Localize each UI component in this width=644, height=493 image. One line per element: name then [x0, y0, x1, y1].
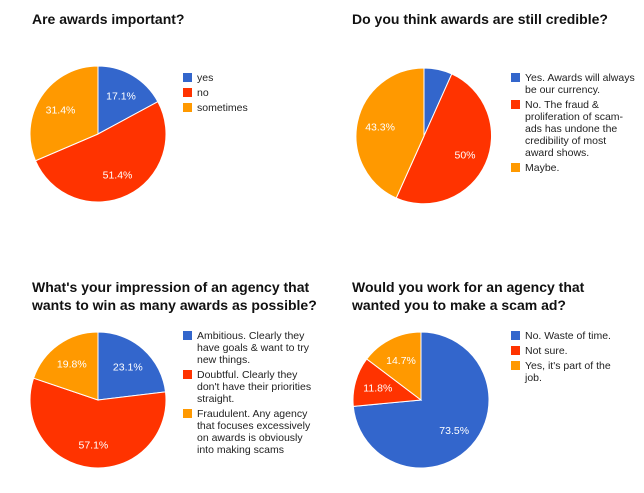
pie-slice: [97, 331, 167, 401]
legend-label: Maybe.: [525, 162, 560, 174]
pie-slice: [32, 331, 99, 401]
legend-swatch: [511, 163, 520, 172]
legend-item: yes: [183, 72, 313, 84]
slice-data-label: 31.4%: [46, 104, 76, 116]
legend-label: Ambitious. Clearly they have goals & wan…: [197, 330, 310, 366]
chart-panel-2: Do you think awards are still credible? …: [322, 0, 644, 246]
chart-title: Do you think awards are still credible?: [352, 11, 608, 27]
legend-swatch: [511, 100, 520, 109]
pie-chart: 73.5% 11.8% 14.7%: [352, 331, 490, 469]
legend-item: Fraudulent. Any agency that focuses exce…: [183, 408, 318, 456]
slice-data-label: 57.1%: [79, 440, 109, 452]
legend-swatch: [511, 73, 520, 82]
chart-panel-1: Are awards important? 17.1% 51.4% 31.4% ye…: [0, 0, 322, 246]
legend-label: No. Waste of time.: [525, 330, 611, 342]
legend-swatch: [183, 409, 192, 418]
chart-title: Would you work for an agency that wanted…: [352, 279, 585, 313]
legend-item: sometimes: [183, 102, 313, 114]
chart-title: Are awards important?: [32, 11, 185, 27]
slice-data-label: 51.4%: [103, 169, 133, 181]
pie-slice: [97, 65, 159, 135]
legend-label: Yes, it's part of the job.: [525, 360, 611, 384]
legend-item: Not sure.: [511, 345, 626, 357]
legend-item: Yes. Awards will always be our currency.: [511, 72, 636, 96]
legend-label: yes: [197, 72, 214, 84]
chart-legend: Ambitious. Clearly they have goals & wan…: [183, 330, 318, 459]
legend-label: Fraudulent. Any agency that focuses exce…: [197, 408, 311, 456]
slice-data-label: 19.8%: [57, 359, 87, 371]
slice-data-label: 43.3%: [365, 122, 395, 134]
pie-chart: 50% 43.3%: [355, 67, 492, 205]
pie-chart: 17.1% 51.4% 31.4%: [29, 65, 167, 203]
pie-slice: [29, 377, 167, 469]
legend-item: No. The fraud & proliferation of scam-ad…: [511, 99, 636, 159]
legend-label: Doubtful. Clearly they don't have their …: [197, 369, 312, 405]
legend-item: Yes, it's part of the job.: [511, 360, 626, 384]
slice-data-label: 23.1%: [113, 361, 143, 373]
pie-slice: [34, 101, 167, 203]
legend-swatch: [511, 361, 520, 370]
legend-item: Doubtful. Clearly they don't have their …: [183, 369, 318, 405]
slice-data-label: 14.7%: [386, 355, 416, 367]
legend-swatch: [183, 370, 192, 379]
legend-item: Maybe.: [511, 162, 636, 174]
slice-data-label: 11.8%: [363, 383, 392, 395]
chart-title: What's your impression of an agency that…: [32, 279, 317, 313]
slice-data-label: 50%: [454, 149, 475, 161]
legend-swatch: [183, 331, 192, 340]
legend-label: Not sure.: [525, 345, 568, 357]
legend-label: Yes. Awards will always be our currency.: [525, 72, 635, 96]
pie-slice: [355, 67, 425, 199]
chart-panel-3: What's your impression of an agency that…: [0, 246, 322, 493]
pie-slice: [366, 331, 422, 402]
chart-legend: Yes. Awards will always be our currency.…: [511, 72, 636, 177]
chart-panel-4: Would you work for an agency that wanted…: [322, 246, 644, 493]
legend-swatch: [511, 346, 520, 355]
slice-data-label: 17.1%: [106, 91, 136, 103]
legend-item: Ambitious. Clearly they have goals & wan…: [183, 330, 318, 366]
legend-swatch: [183, 88, 192, 97]
legend-swatch: [511, 331, 520, 340]
legend-item: No. Waste of time.: [511, 330, 626, 342]
pie-chart: 23.1% 57.1% 19.8%: [29, 331, 167, 469]
legend-label: No. The fraud & proliferation of scam-ad…: [525, 99, 624, 159]
slice-data-label: 73.5%: [439, 425, 469, 437]
legend-label: sometimes: [197, 102, 248, 114]
legend-swatch: [183, 103, 192, 112]
legend-label: no: [197, 87, 209, 99]
chart-legend: No. Waste of time. Not sure. Yes, it's p…: [511, 330, 626, 387]
legend-item: no: [183, 87, 313, 99]
pie-slice: [395, 73, 492, 205]
chart-legend: yes no sometimes: [183, 72, 313, 117]
pie-slice: [29, 65, 99, 162]
legend-swatch: [183, 73, 192, 82]
